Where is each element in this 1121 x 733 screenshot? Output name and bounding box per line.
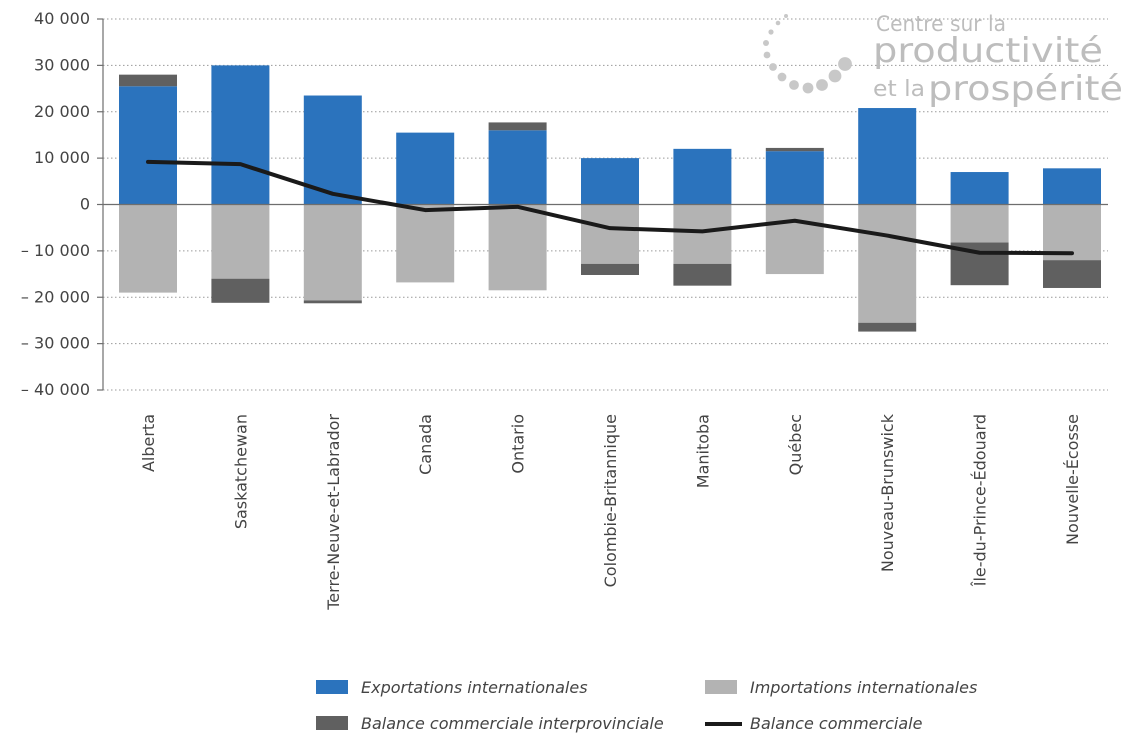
balance-point <box>146 160 150 164</box>
legend-swatch-exportations <box>316 680 348 694</box>
balance-point <box>516 205 520 209</box>
bar-importations <box>396 204 455 283</box>
balance-point <box>423 208 427 212</box>
bar-importations <box>303 204 362 301</box>
category-label: Saskatchewan <box>231 414 250 529</box>
y-tick-label: – 20 000 <box>21 287 90 306</box>
bars <box>119 65 1101 332</box>
y-tick-label: – 30 000 <box>21 334 90 353</box>
y-tick-label: 30 000 <box>34 55 90 74</box>
bar-exportations <box>211 65 270 205</box>
bar-interprovinciale <box>581 263 639 275</box>
legend-label-balance: Balance commerciale <box>750 714 923 733</box>
y-tick-label: – 10 000 <box>21 241 90 260</box>
logo-dots-icon <box>763 14 852 94</box>
category-label: Alberta <box>139 414 158 472</box>
axes <box>97 18 1108 391</box>
category-label: Ontario <box>509 414 528 474</box>
y-tick-labels: 40 000 30 000 20 000 10 000 0 – 10 000 – 20 00… <box>21 9 90 399</box>
balance-point <box>978 251 982 255</box>
balance-point <box>238 162 242 166</box>
logo-line3-small: et la <box>873 77 925 102</box>
legend-label-interprovinciale: Balance commerciale interprovinciale <box>361 714 664 733</box>
legend-swatch-interprovinciale <box>316 716 348 730</box>
y-tick-label: 0 <box>80 195 90 214</box>
gridlines <box>103 18 1108 391</box>
legend: Exportations internationales Importation… <box>316 678 977 733</box>
bar-exportations <box>396 132 455 205</box>
bar-importations <box>673 204 732 264</box>
bar-exportations <box>950 172 1009 205</box>
bar-importations <box>581 204 639 264</box>
category-label: Colombie-Britannique <box>601 414 620 587</box>
balance-point <box>608 226 612 230</box>
category-label: Québec <box>786 414 805 475</box>
bar-interprovinciale <box>119 74 177 87</box>
bar-importations <box>1043 204 1101 261</box>
legend-swatch-importations <box>705 680 737 694</box>
category-label: Île-du-Prince-Édouard <box>971 414 990 587</box>
bar-importations <box>858 204 917 323</box>
bar-exportations <box>581 158 639 205</box>
category-label: Nouvelle-Écosse <box>1063 414 1082 545</box>
bar-exportations <box>673 148 732 205</box>
category-label: Nouveau-Brunswick <box>878 413 897 572</box>
category-labels: Alberta Saskatchewan Terre-Neuve-et-Labrad… <box>139 413 1082 610</box>
bar-importations <box>119 204 177 293</box>
category-label: Terre-Neuve-et-Labrador <box>324 414 343 611</box>
logo-line3-big: prospérité <box>928 69 1121 109</box>
logo-line1: Centre sur la <box>876 12 1006 36</box>
balance-point <box>885 234 889 238</box>
y-tick-label: 40 000 <box>34 9 90 28</box>
bar-interprovinciale <box>858 322 917 332</box>
bar-interprovinciale <box>1043 260 1101 288</box>
bar-exportations <box>1043 168 1101 205</box>
bar-interprovinciale <box>765 147 824 152</box>
bar-exportations <box>119 86 177 205</box>
bar-exportations <box>765 151 824 205</box>
bar-importations <box>950 204 1009 243</box>
balance-point <box>331 192 335 196</box>
y-tick-label: 10 000 <box>34 148 90 167</box>
balance-point <box>700 229 704 233</box>
y-tick-label: – 40 000 <box>21 380 90 399</box>
bar-interprovinciale <box>303 300 362 304</box>
bar-interprovinciale <box>488 122 547 131</box>
bar-importations <box>211 204 270 279</box>
bar-exportations <box>858 108 917 205</box>
legend-label-importations: Importations internationales <box>750 678 977 697</box>
logo-line2: productivité <box>873 31 1103 71</box>
balance-point <box>1070 251 1074 255</box>
bar-importations <box>488 204 547 291</box>
bar-interprovinciale <box>211 278 270 303</box>
category-label: Manitoba <box>693 414 712 488</box>
logo: Centre sur la productivité et la prospér… <box>763 12 1121 109</box>
bar-exportations <box>488 130 547 205</box>
bar-importations <box>765 204 824 275</box>
bar-interprovinciale <box>673 263 732 286</box>
y-tick-label: 20 000 <box>34 102 90 121</box>
balance-point <box>793 219 797 223</box>
legend-label-exportations: Exportations internationales <box>361 678 588 697</box>
category-label: Canada <box>416 414 435 475</box>
balance-line-layer <box>146 159 1074 256</box>
